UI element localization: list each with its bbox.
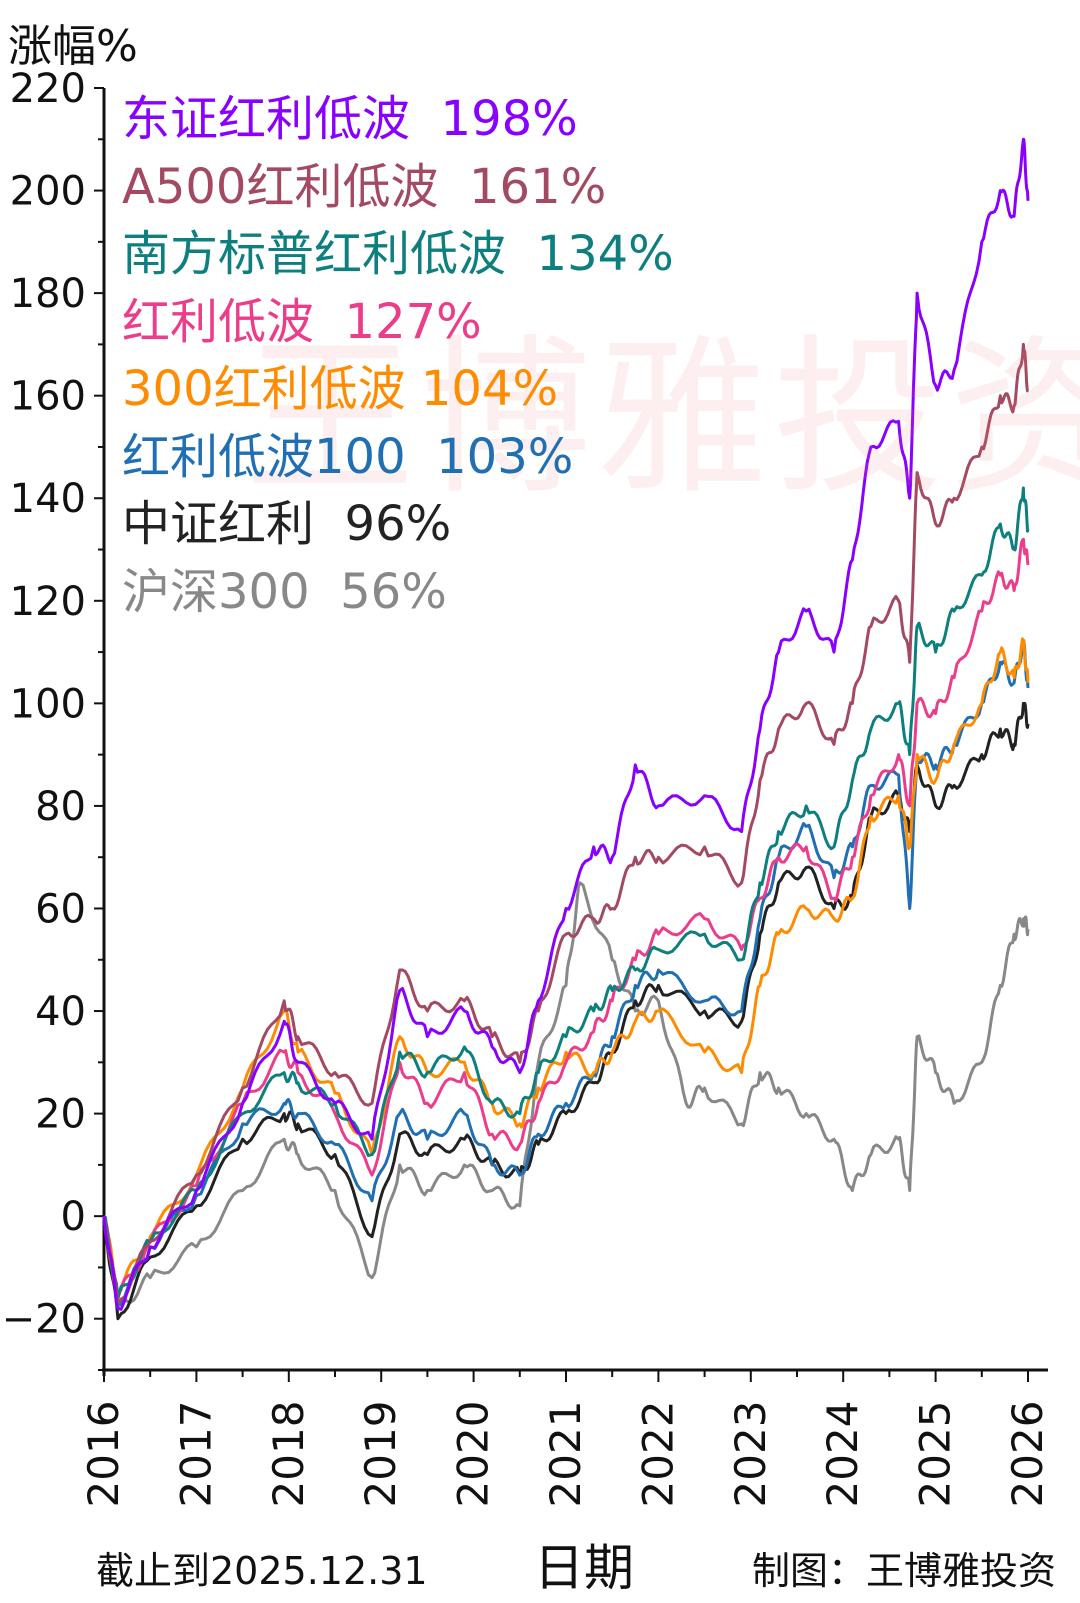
series-line (102, 137, 1030, 1311)
legend-value: 96% (344, 496, 452, 552)
y-tick-label: 60 (35, 886, 86, 932)
legend-item: 南方标普红利低波 134% (122, 221, 674, 289)
y-tick-label: 140 (10, 476, 86, 522)
y-tick-label: 120 (10, 579, 86, 625)
y-tick-label: 40 (35, 989, 86, 1035)
legend-item: 红利低波 127% (122, 289, 674, 357)
x-tick-label: 2026 (1003, 1401, 1052, 1508)
legend-name: 沪深300 (122, 563, 310, 620)
series-line (102, 881, 1030, 1310)
x-tick-label: 2016 (79, 1401, 128, 1508)
y-tick-label: 200 (10, 169, 86, 215)
legend-value: 56% (340, 563, 447, 620)
y-tick-label: 100 (10, 681, 86, 727)
legend-item: 中证红利 96% (122, 491, 674, 559)
legend: 东证红利低波 198% A500红利低波 161% 南方标普红利低波 134% … (122, 86, 674, 626)
x-tick-label: 2020 (449, 1401, 498, 1508)
y-tick-label: 180 (10, 271, 86, 317)
y-tick-label: 20 (35, 1092, 86, 1138)
series-lines (102, 137, 1030, 1321)
legend-name: 红利低波100 (122, 428, 406, 485)
legend-item: 红利低波100 103% (122, 424, 674, 492)
cutoff-note: 截止到2025.12.31 (96, 1549, 428, 1593)
watermark: 王博雅投资 (245, 320, 1080, 518)
legend-value: 103% (436, 428, 574, 485)
legend-value: 127% (344, 293, 482, 350)
series-line (102, 637, 1030, 1295)
legend-item: 300红利低波 104% (122, 356, 674, 424)
y-axis-title: 涨幅% (8, 21, 138, 72)
legend-value: 134% (536, 226, 674, 282)
series-line (102, 701, 1030, 1321)
y-tick-label: 0 (61, 1194, 86, 1240)
x-tick-label: 2023 (726, 1401, 775, 1508)
legend-name: 东证红利低波 (122, 91, 411, 147)
x-tick-label: 2019 (356, 1401, 405, 1508)
x-tick-label: 2018 (264, 1401, 313, 1508)
y-tick-label: 160 (10, 374, 86, 420)
credit: 制图：王博雅投资 (752, 1549, 1057, 1593)
legend-name: A500红利低波 (122, 158, 439, 215)
series-line (103, 486, 1030, 1300)
legend-name: 中证红利 (122, 496, 315, 552)
series-line (102, 537, 1030, 1300)
y-tick-label: 80 (35, 784, 86, 830)
legend-value: 198% (440, 91, 578, 147)
legend-item: 沪深300 56% (122, 559, 674, 627)
x-tick-label: 2021 (541, 1401, 590, 1508)
x-tick-label: 2024 (818, 1401, 867, 1508)
legend-item: A500红利低波 161% (122, 154, 674, 222)
x-tick-label: 2022 (633, 1401, 682, 1508)
x-axis-title: 日期 (534, 1539, 634, 1597)
x-tick-label: 2025 (911, 1401, 960, 1508)
y-tick-label: 220 (10, 66, 86, 112)
x-tick-label: 2017 (171, 1401, 220, 1508)
legend-value: 104% (420, 361, 559, 417)
legend-item: 东证红利低波 198% (122, 86, 674, 154)
legend-value: 161% (468, 158, 607, 215)
series-line (102, 639, 1030, 1307)
legend-name: 红利低波 (122, 293, 315, 350)
legend-name: 300红利低波 (122, 361, 406, 417)
series-line (102, 342, 1029, 1305)
y-tick-label: −20 (2, 1297, 86, 1343)
legend-name: 南方标普红利低波 (122, 226, 507, 282)
